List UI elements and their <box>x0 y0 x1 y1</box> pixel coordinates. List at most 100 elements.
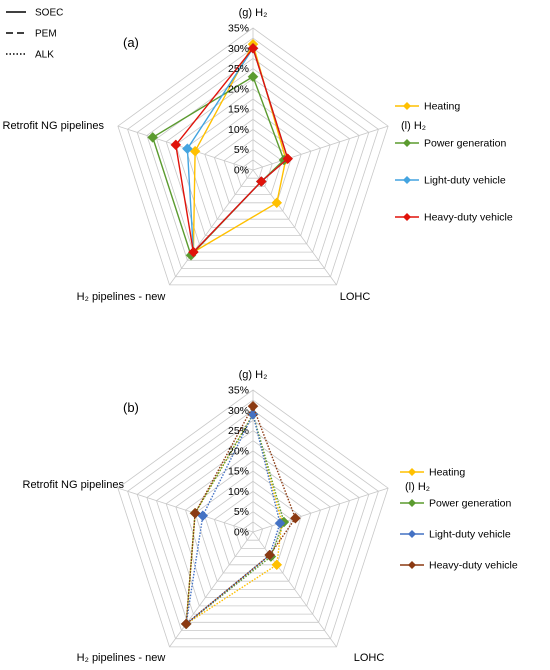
grid-ring <box>117 389 389 648</box>
axis-label: (l) H₂ <box>401 120 426 132</box>
data-point <box>255 176 267 187</box>
tick-label: 20% <box>228 445 249 457</box>
tick-label: 5% <box>234 506 249 518</box>
grid-ring <box>136 47 370 269</box>
grid-ring <box>194 470 312 582</box>
axis-spoke <box>169 169 254 286</box>
radar-panel-b: 0% 5% 10% 15% 20% 25% 30% 35% (g) H₂ (l) H₂ LOHC H₂… <box>23 369 518 664</box>
data-point <box>147 132 159 143</box>
tick-label: 15% <box>228 466 249 478</box>
data-point <box>189 507 201 519</box>
panel-label: (b) <box>123 400 139 415</box>
axis-label: H₂ pipelines - new <box>77 291 166 303</box>
grid-ring <box>156 430 350 615</box>
grid-ring <box>146 419 360 623</box>
tick-label: 10% <box>228 124 249 136</box>
legend-label: Power generation <box>424 138 506 150</box>
legend-swatch-marker <box>403 213 411 221</box>
grid-ring <box>233 511 273 549</box>
grid-ring <box>175 450 331 598</box>
legend-swatch-marker <box>408 468 416 476</box>
grid-ring <box>127 399 379 640</box>
data-point <box>180 618 192 630</box>
legend-label: Heating <box>429 467 465 479</box>
axis-label: (l) H₂ <box>405 481 430 493</box>
data-point <box>290 512 301 524</box>
axis-spoke <box>169 531 254 648</box>
grid-ring <box>242 159 264 179</box>
grid-ring <box>136 409 370 631</box>
grid-ring <box>194 108 312 220</box>
axis-label: LOHC <box>354 652 385 664</box>
tick-label: 0% <box>234 527 249 539</box>
style-legend-label: ALK <box>35 50 54 61</box>
tick-label: 25% <box>228 425 249 437</box>
data-point <box>271 197 283 209</box>
legend-label: Light-duty vehicle <box>424 175 506 187</box>
style-legend-label: PEM <box>35 29 57 40</box>
legend-label: Heating <box>424 101 460 113</box>
tick-label: 30% <box>228 405 249 417</box>
tick-label: 30% <box>228 43 249 55</box>
series-line-heavy-duty-vehicle <box>175 46 289 254</box>
legend-swatch-marker <box>403 102 411 110</box>
grid-ring <box>204 118 302 212</box>
grid-ring <box>156 68 350 253</box>
tick-label: 0% <box>234 165 249 177</box>
grid-ring <box>165 78 341 245</box>
axis-spoke <box>252 531 337 648</box>
radar-panel-a: 0% 5% 10% 15% 20% 25% 30% 35% (g) H₂ (l) H₂ LOHC H₂… <box>3 7 513 303</box>
axis-spoke <box>252 169 337 286</box>
tick-label: 15% <box>228 104 249 116</box>
axis-label: H₂ pipelines - new <box>77 652 166 664</box>
style-legend-label: SOEC <box>35 8 63 19</box>
axis-label: Retrofit NG pipelines <box>23 479 125 491</box>
grid-ring <box>185 460 321 590</box>
legend-swatch-marker <box>408 530 416 538</box>
series-line-light-duty-vehicle <box>185 412 281 626</box>
data-point <box>247 71 259 83</box>
series-line-heating <box>185 412 283 626</box>
axis-label: (g) H₂ <box>239 7 268 19</box>
data-point <box>264 549 276 561</box>
panel-label: (a) <box>123 35 139 50</box>
axis-label: Retrofit NG pipelines <box>3 120 105 132</box>
legend-label: Light-duty vehicle <box>429 529 511 541</box>
legend-swatch-marker <box>408 499 416 507</box>
grid-ring <box>242 521 264 541</box>
tick-label: 35% <box>228 23 249 35</box>
legend-label: Heavy-duty vehicle <box>424 212 513 224</box>
data-point <box>182 143 193 155</box>
axis-label: LOHC <box>340 291 371 303</box>
grid-ring <box>146 57 360 261</box>
grid-ring <box>127 37 379 278</box>
tick-label: 20% <box>228 83 249 95</box>
tick-label: 10% <box>228 486 249 498</box>
grid-ring <box>223 501 283 557</box>
axis-spoke <box>252 125 389 171</box>
data-point <box>274 517 286 529</box>
series-line-heavy-duty-vehicle <box>185 404 297 626</box>
grid-ring <box>117 27 389 286</box>
grid-ring <box>213 490 293 566</box>
legend-label: Heavy-duty vehicle <box>429 560 518 572</box>
data-point <box>188 246 199 258</box>
grid-ring <box>223 139 283 196</box>
legend-swatch-marker <box>408 561 416 569</box>
grid-ring <box>175 88 331 237</box>
legend-label: Power generation <box>429 498 511 510</box>
legend-swatch-marker <box>403 139 411 147</box>
grid-ring <box>233 149 273 187</box>
grid-ring <box>185 98 321 228</box>
axis-spoke <box>117 487 254 533</box>
data-point <box>170 139 182 151</box>
grid-ring <box>165 440 341 607</box>
tick-label: 35% <box>228 385 249 397</box>
axis-spoke <box>252 487 389 533</box>
legend-swatch-marker <box>403 176 411 184</box>
data-point <box>271 559 283 571</box>
data-point <box>247 400 259 412</box>
series-line-heating <box>192 42 287 254</box>
